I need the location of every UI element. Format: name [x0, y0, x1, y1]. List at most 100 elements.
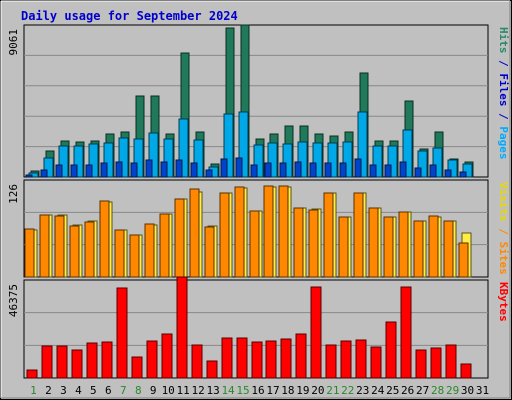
bar-hits-pages-day-30 [459, 171, 467, 178]
bar-hits-pages-day-23 [354, 158, 362, 178]
bar-hits-pages-day-11 [175, 159, 183, 178]
x-tick-label-11: 11 [177, 384, 190, 397]
bar-hits-pages-day-16 [250, 164, 258, 178]
x-tick-label-4: 4 [75, 384, 82, 397]
bar-hits-files-day-29 [447, 159, 458, 178]
bar-kbytes-kbytes-day-21 [325, 344, 337, 379]
bar-visits-sites-day-7 [114, 229, 125, 278]
legend-entry: / [497, 107, 510, 127]
bar-visits-sites-day-27 [413, 220, 424, 278]
bar-hits-pages-day-5 [85, 164, 93, 178]
bar-hits-pages-day-12 [190, 162, 198, 178]
bar-hits-files-day-18 [282, 143, 293, 178]
bar-kbytes-kbytes-day-2 [41, 345, 53, 379]
bar-kbytes-kbytes-day-16 [251, 341, 263, 379]
x-axis-labels: 1 2 3 4 5 6 7 8 9 10 11 12 13 14 15 16 17 18 19 20 21 22 23 24 2… [30, 384, 489, 397]
bar-kbytes-kbytes-day-27 [415, 349, 427, 379]
legend-entry: Files [497, 73, 510, 106]
bar-hits-files-day-14 [223, 113, 234, 178]
bar-hits-pages-day-25 [384, 164, 392, 178]
bar-kbytes-kbytes-day-13 [206, 360, 218, 379]
bar-kbytes-kbytes-day-26 [400, 286, 412, 379]
panel-visits-ymax-label: 126 [7, 184, 20, 204]
x-tick-label-25: 25 [386, 384, 399, 397]
x-tick-label-15: 15 [236, 384, 249, 397]
x-tick-label-18: 18 [281, 384, 294, 397]
bar-hits-files-day-15 [238, 111, 249, 178]
bar-hits-pages-day-8 [130, 162, 138, 178]
bar-hits-files-day-2 [43, 157, 54, 178]
bar-hits-pages-day-26 [399, 161, 407, 178]
bar-hits-files-day-3 [58, 145, 69, 178]
bar-hits-files-day-9 [148, 132, 159, 178]
chart-title: Daily usage for September 2024 [21, 9, 238, 23]
bar-visits-sites-day-21 [323, 192, 334, 278]
bar-kbytes-kbytes-day-29 [445, 344, 457, 379]
bar-hits-files-day-28 [432, 147, 443, 178]
bar-kbytes-kbytes-day-18 [280, 338, 292, 379]
bar-kbytes-kbytes-day-12 [191, 344, 203, 379]
bar-visits-sites-day-10 [159, 213, 170, 278]
bar-kbytes-kbytes-day-4 [71, 349, 83, 379]
legend-entry: / [497, 54, 510, 74]
bar-kbytes-kbytes-day-22 [340, 340, 352, 379]
panel-kbytes: 46375 KBytes [7, 276, 510, 379]
x-tick-label-3: 3 [60, 384, 67, 397]
bar-visits-sites-day-1 [24, 228, 35, 278]
x-tick-label-7: 7 [120, 384, 127, 397]
bar-hits-pages-day-2 [40, 169, 48, 178]
bar-visits-sites-day-29 [443, 220, 454, 278]
chart-panels: 9061 Hits / Files / Pages 126 Visits / Site… [7, 24, 510, 379]
x-tick-label-1: 1 [30, 384, 37, 397]
bar-kbytes-kbytes-day-7 [116, 287, 128, 379]
bar-hits-pages-day-27 [414, 167, 422, 178]
panel-kbytes-ymax-label: 46375 [7, 284, 20, 317]
bar-visits-sites-day-2 [39, 214, 50, 278]
panel-hits-ymax-label: 9061 [7, 29, 20, 56]
bar-hits-pages-day-22 [339, 162, 347, 178]
bar-visits-sites-day-15 [234, 186, 245, 278]
x-tick-label-31: 31 [476, 384, 489, 397]
bar-visits-sites-day-8 [129, 234, 140, 278]
bar-visits-sites-day-4 [69, 225, 80, 278]
bar-kbytes-kbytes-day-20 [310, 286, 322, 379]
bar-hits-files-day-8 [133, 138, 144, 178]
bar-kbytes-kbytes-day-28 [430, 347, 442, 379]
bar-hits-files-day-4 [73, 145, 84, 178]
bar-visits-sites-day-17 [263, 185, 274, 278]
x-tick-label-19: 19 [296, 384, 309, 397]
bar-kbytes-kbytes-day-1 [26, 369, 38, 379]
bar-kbytes-kbytes-day-15 [236, 337, 248, 379]
bar-hits-files-day-27 [417, 150, 428, 178]
panel-kbytes-legend: KBytes [497, 282, 510, 322]
x-tick-label-6: 6 [105, 384, 112, 397]
x-tick-label-13: 13 [206, 384, 219, 397]
bar-kbytes-kbytes-day-5 [86, 342, 98, 379]
bar-kbytes-kbytes-day-6 [101, 341, 113, 379]
bar-hits-files-day-17 [267, 142, 278, 178]
panel-visits: 126 Visits / Sites [7, 179, 510, 278]
bar-visits-sites-day-20 [308, 209, 319, 278]
bar-visits-sites-day-16 [249, 210, 260, 278]
bar-hits-pages-day-24 [369, 164, 377, 178]
bar-hits-pages-day-20 [309, 162, 317, 178]
bar-visits-sites-day-11 [174, 198, 185, 278]
bar-hits-files-day-22 [342, 141, 353, 178]
x-tick-label-10: 10 [162, 384, 175, 397]
bar-visits-sites-day-28 [428, 215, 439, 278]
bar-kbytes-kbytes-day-10 [161, 333, 173, 379]
bar-kbytes-kbytes-day-8 [131, 356, 143, 379]
bar-kbytes-kbytes-day-11 [176, 276, 188, 379]
x-tick-label-23: 23 [356, 384, 369, 397]
bar-hits-pages-day-4 [70, 164, 78, 178]
bar-hits-files-day-16 [253, 144, 264, 178]
bar-hits-pages-day-18 [279, 162, 287, 178]
bar-hits-pages-day-17 [264, 162, 272, 178]
x-tick-label-16: 16 [251, 384, 264, 397]
bar-hits-pages-day-10 [160, 161, 168, 178]
bar-hits-files-day-21 [327, 142, 338, 178]
legend-entry: Hits [497, 27, 510, 54]
bar-visits-sites-day-18 [278, 185, 289, 278]
bar-hits-pages-day-1 [25, 174, 33, 178]
bar-kbytes-kbytes-day-24 [370, 346, 382, 379]
